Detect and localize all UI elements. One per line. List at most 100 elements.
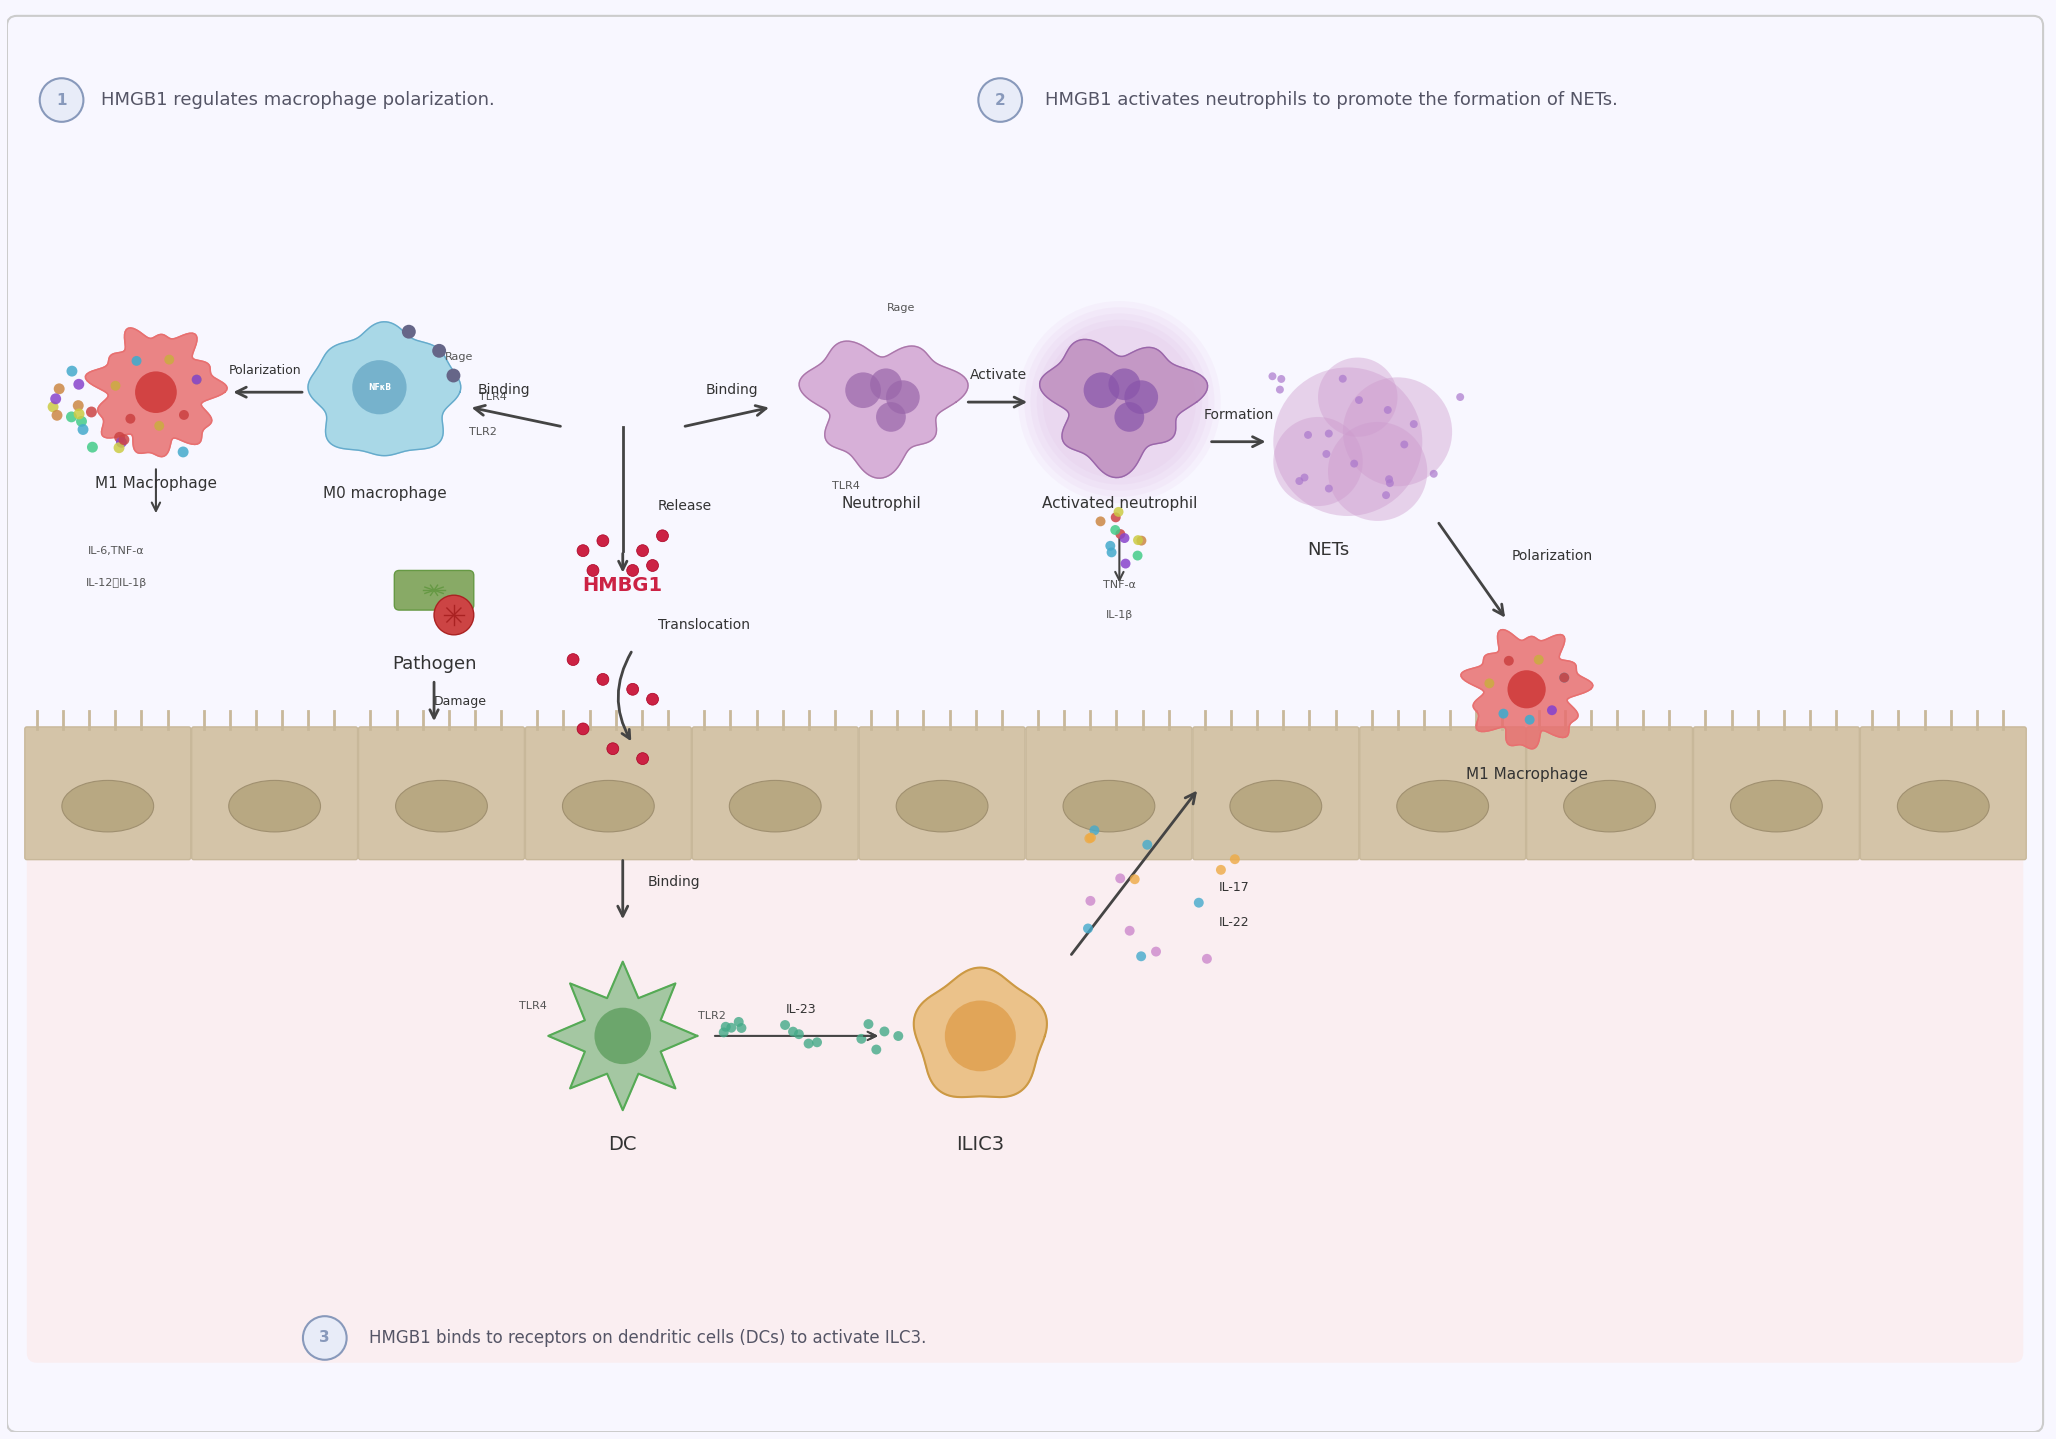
Circle shape <box>722 1022 730 1032</box>
Circle shape <box>1151 947 1162 957</box>
Ellipse shape <box>1063 780 1155 832</box>
Circle shape <box>646 560 658 571</box>
Text: 3: 3 <box>319 1331 331 1345</box>
Circle shape <box>1410 420 1419 427</box>
Text: Activated neutrophil: Activated neutrophil <box>1042 496 1197 511</box>
Text: Polarization: Polarization <box>1511 548 1593 563</box>
Circle shape <box>1090 826 1100 835</box>
Ellipse shape <box>730 780 820 832</box>
Circle shape <box>191 374 201 384</box>
Circle shape <box>1324 430 1332 437</box>
Circle shape <box>596 535 609 547</box>
Circle shape <box>74 409 84 419</box>
FancyBboxPatch shape <box>1694 727 1859 859</box>
Text: HMGB1 binds to receptors on dendritic cells (DCs) to activate ILC3.: HMGB1 binds to receptors on dendritic ce… <box>370 1330 927 1347</box>
Circle shape <box>111 381 121 391</box>
Circle shape <box>1084 833 1094 843</box>
Text: Formation: Formation <box>1203 407 1275 422</box>
Circle shape <box>1086 833 1096 843</box>
Circle shape <box>1546 705 1556 715</box>
Circle shape <box>78 425 88 435</box>
Circle shape <box>892 1032 903 1040</box>
Ellipse shape <box>1898 780 1988 832</box>
Circle shape <box>72 400 84 412</box>
Circle shape <box>627 684 639 695</box>
Circle shape <box>1277 376 1285 383</box>
Circle shape <box>1195 898 1203 908</box>
FancyBboxPatch shape <box>693 727 857 859</box>
Circle shape <box>1429 469 1437 478</box>
FancyBboxPatch shape <box>1192 727 1359 859</box>
Text: Translocation: Translocation <box>658 617 750 632</box>
Circle shape <box>1400 440 1408 449</box>
Text: TLR4: TLR4 <box>520 1002 547 1012</box>
Text: Polarization: Polarization <box>228 364 302 377</box>
Circle shape <box>870 368 903 400</box>
Circle shape <box>1351 459 1359 468</box>
Circle shape <box>1125 380 1158 414</box>
Text: TLR2: TLR2 <box>469 427 498 437</box>
Circle shape <box>1503 656 1513 666</box>
Circle shape <box>734 1017 744 1027</box>
FancyBboxPatch shape <box>395 570 473 610</box>
Circle shape <box>39 78 84 122</box>
Text: IL-1β: IL-1β <box>1106 610 1133 620</box>
Polygon shape <box>1040 340 1207 478</box>
Text: DC: DC <box>609 1135 637 1154</box>
Circle shape <box>1338 374 1347 383</box>
Text: Binding: Binding <box>648 875 701 889</box>
Circle shape <box>1133 535 1143 545</box>
Circle shape <box>51 410 62 420</box>
Text: Rage: Rage <box>444 353 473 363</box>
Polygon shape <box>1462 630 1593 748</box>
Circle shape <box>76 416 86 427</box>
Circle shape <box>872 1045 882 1055</box>
Circle shape <box>1558 672 1569 682</box>
Ellipse shape <box>1396 780 1489 832</box>
Ellipse shape <box>1229 780 1322 832</box>
Circle shape <box>1121 532 1129 543</box>
Circle shape <box>1324 485 1332 492</box>
Text: ILIC3: ILIC3 <box>956 1135 1005 1154</box>
Circle shape <box>1143 840 1151 849</box>
Text: IL-12，IL-1β: IL-12，IL-1β <box>86 578 146 589</box>
Circle shape <box>1133 551 1143 561</box>
Ellipse shape <box>395 780 487 832</box>
Circle shape <box>47 401 58 413</box>
Circle shape <box>1203 954 1211 964</box>
Circle shape <box>646 694 658 705</box>
Text: TLR4: TLR4 <box>833 481 859 491</box>
Circle shape <box>432 344 446 358</box>
Circle shape <box>1273 417 1363 507</box>
Circle shape <box>1106 541 1114 551</box>
Circle shape <box>720 1027 728 1038</box>
Circle shape <box>864 1019 874 1029</box>
Text: HMGB1 activates neutrophils to promote the formation of NETs.: HMGB1 activates neutrophils to promote t… <box>1044 91 1618 109</box>
Circle shape <box>979 78 1022 122</box>
Text: HMGB1 regulates macrophage polarization.: HMGB1 regulates macrophage polarization. <box>101 91 495 109</box>
Circle shape <box>113 442 125 453</box>
Ellipse shape <box>563 780 654 832</box>
Circle shape <box>115 432 125 443</box>
Circle shape <box>1277 386 1283 394</box>
Circle shape <box>1386 475 1394 484</box>
Circle shape <box>1534 655 1544 665</box>
Polygon shape <box>913 967 1047 1097</box>
Circle shape <box>1024 308 1215 496</box>
Circle shape <box>1355 396 1363 404</box>
Circle shape <box>1322 450 1330 458</box>
Polygon shape <box>308 322 461 456</box>
Circle shape <box>637 545 648 557</box>
Circle shape <box>1526 715 1534 725</box>
Circle shape <box>1137 535 1147 545</box>
Text: NFκB: NFκB <box>368 383 391 391</box>
Circle shape <box>1507 671 1546 708</box>
Circle shape <box>886 380 919 414</box>
Circle shape <box>1084 373 1118 409</box>
Circle shape <box>946 1000 1016 1071</box>
FancyBboxPatch shape <box>27 827 2023 1363</box>
Text: HMBG1: HMBG1 <box>582 576 662 594</box>
Text: Binding: Binding <box>705 383 759 397</box>
Circle shape <box>1558 672 1569 682</box>
FancyBboxPatch shape <box>526 727 691 859</box>
